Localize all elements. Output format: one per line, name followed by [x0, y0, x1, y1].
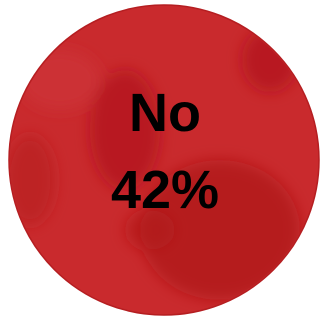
badge-label: No	[129, 83, 201, 143]
badge: No 42%	[0, 0, 321, 319]
badge-value: 42%	[111, 160, 219, 220]
page: No 42% (() => { const data = JSON.parse(…	[0, 0, 321, 319]
